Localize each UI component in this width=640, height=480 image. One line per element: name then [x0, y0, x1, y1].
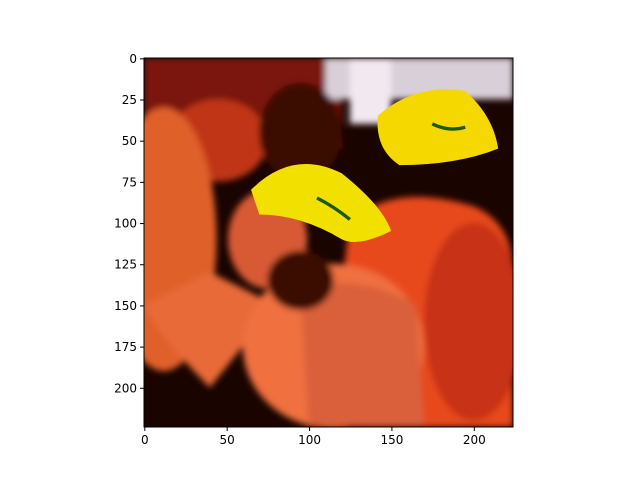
y-tick-label: 175	[114, 340, 137, 354]
x-tick-label: 150	[380, 433, 403, 447]
y-tick-label: 75	[122, 175, 137, 189]
y-tick-label: 25	[122, 93, 137, 107]
x-tick-label: 50	[220, 433, 235, 447]
y-tick-label: 100	[114, 217, 137, 231]
y-tick-label: 0	[129, 52, 137, 66]
x-tick-label: 200	[463, 433, 486, 447]
y-tick-label: 50	[122, 134, 137, 148]
x-tick-label: 0	[141, 433, 149, 447]
axes-frame	[143, 57, 514, 428]
x-tick-label: 100	[298, 433, 321, 447]
y-tick-label: 200	[114, 381, 137, 395]
y-tick-label: 125	[114, 258, 137, 272]
y-tick-label: 150	[114, 299, 137, 313]
image	[144, 58, 513, 427]
